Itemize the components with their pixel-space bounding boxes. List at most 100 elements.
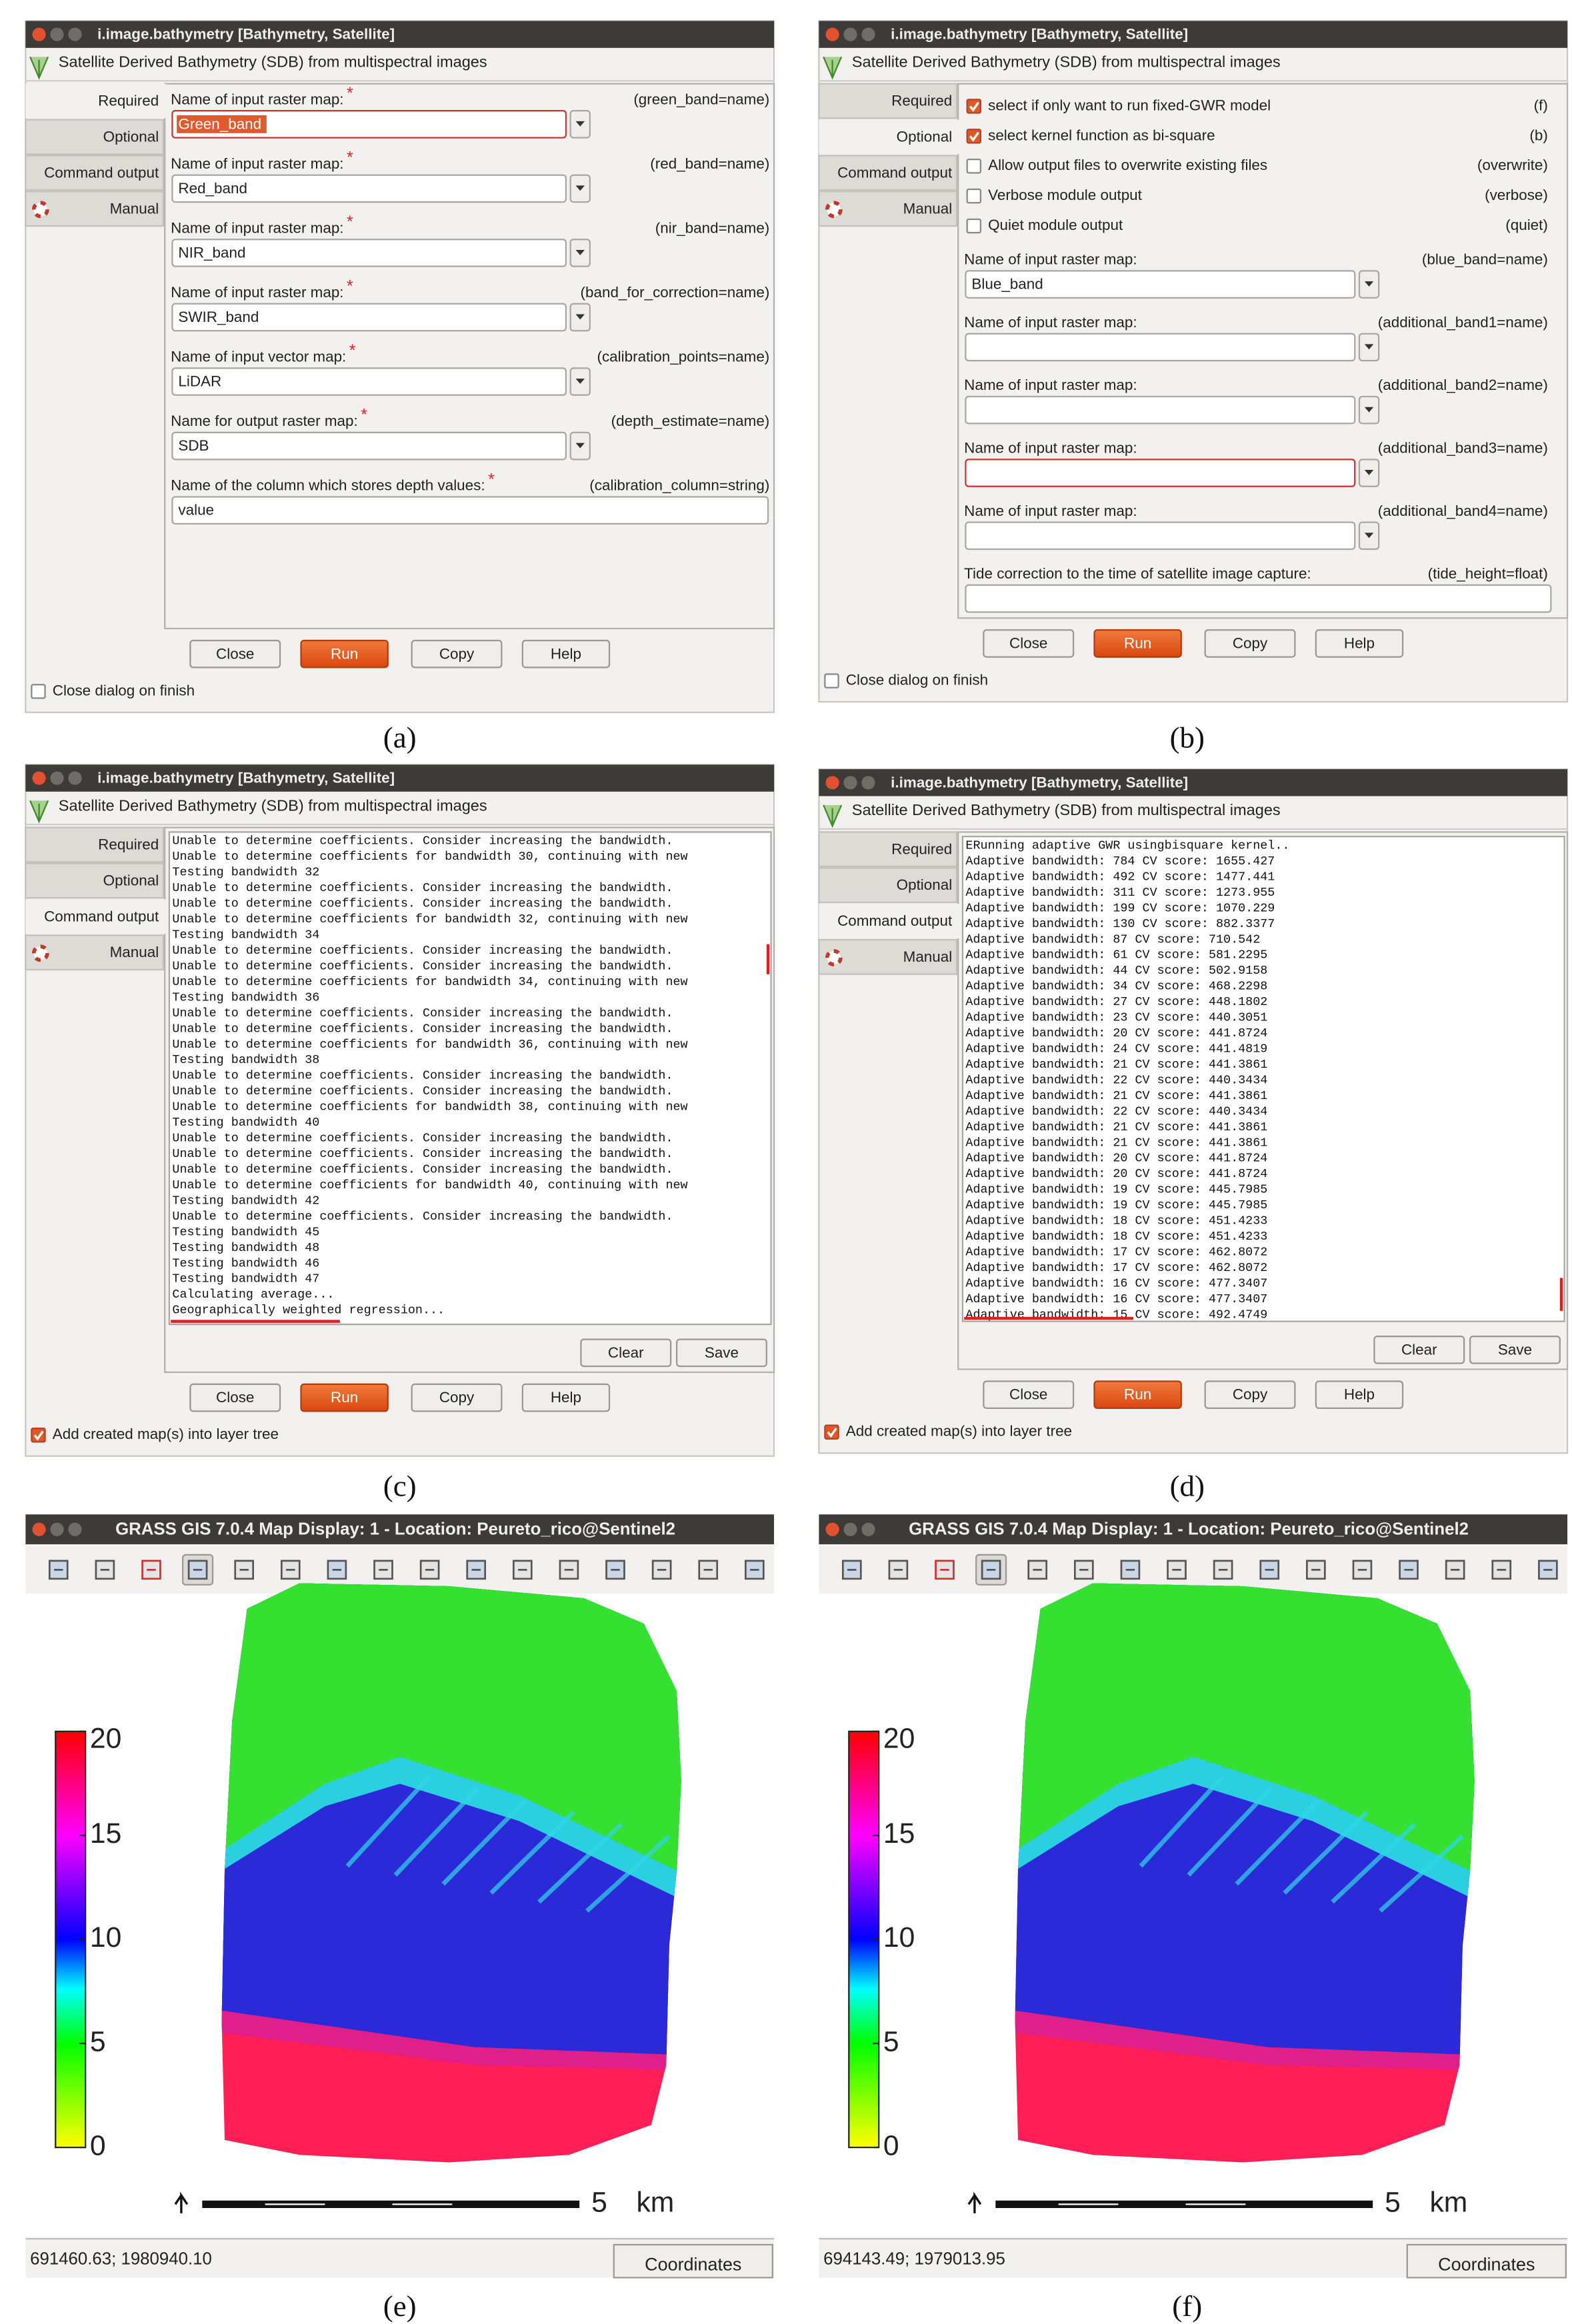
- tab[interactable]: [25, 83, 167, 119]
- maximize-window-button[interactable]: [861, 27, 875, 41]
- maximize-window-button[interactable]: [861, 1522, 875, 1536]
- button[interactable]: Help: [521, 639, 611, 668]
- text-input[interactable]: [171, 174, 567, 203]
- tab[interactable]: [818, 938, 958, 975]
- text-input[interactable]: [965, 395, 1356, 425]
- close-window-button[interactable]: [825, 27, 839, 41]
- minimize-window-button[interactable]: [50, 771, 64, 785]
- run-button[interactable]: Run: [1093, 1380, 1182, 1409]
- maximize-window-button[interactable]: [861, 776, 875, 790]
- button[interactable]: Save: [675, 1338, 767, 1368]
- text-input[interactable]: [171, 303, 567, 332]
- checkbox-label: Close dialog on finish: [53, 682, 195, 698]
- tab[interactable]: [25, 119, 165, 155]
- reef-streak: [1235, 1798, 1321, 1886]
- checkbox[interactable]: [31, 1428, 46, 1443]
- tab[interactable]: [25, 862, 165, 899]
- checkbox[interactable]: [824, 1424, 839, 1440]
- window-title: GRASS GIS 7.0.4 Map Display: 1 - Locatio…: [909, 1520, 1469, 1539]
- checkbox[interactable]: [966, 129, 982, 144]
- button[interactable]: Help: [1315, 629, 1404, 658]
- close-window-button[interactable]: [32, 1522, 46, 1536]
- log-line: Testing bandwidth 34: [172, 928, 319, 942]
- checkbox[interactable]: [966, 159, 982, 174]
- maximize-window-button[interactable]: [68, 27, 82, 41]
- field-param: (red_band=name): [650, 155, 769, 172]
- maximize-window-button[interactable]: [68, 771, 82, 785]
- text-input[interactable]: [171, 496, 769, 525]
- tab[interactable]: [818, 191, 958, 227]
- minimize-window-button[interactable]: [843, 1522, 857, 1536]
- checkbox[interactable]: [824, 673, 839, 688]
- button[interactable]: Close: [983, 1380, 1075, 1409]
- module-dialog: i.image.bathymetry [Bathymetry, Satellit…: [25, 20, 775, 713]
- button[interactable]: Close: [983, 629, 1075, 658]
- button[interactable]: Help: [1315, 1380, 1404, 1409]
- checkbox[interactable]: [966, 218, 982, 234]
- coordinates-readout: 691460.63; 1980940.10: [30, 2249, 212, 2268]
- minimize-window-button[interactable]: [50, 1522, 64, 1536]
- checkbox[interactable]: [966, 188, 982, 204]
- button[interactable]: Copy: [1204, 629, 1296, 658]
- close-window-button[interactable]: [825, 776, 839, 790]
- minimize-window-button[interactable]: [843, 27, 857, 41]
- maximize-window-button[interactable]: [68, 1522, 82, 1536]
- bathymetry-raster: [1015, 1583, 1475, 2163]
- run-button[interactable]: Run: [1093, 629, 1182, 658]
- minimize-window-button[interactable]: [843, 776, 857, 790]
- title-bar: [25, 1514, 775, 1545]
- toolbar-icon: [327, 1560, 347, 1580]
- log-line: Unable to determine coefficients. Consid…: [172, 1132, 673, 1146]
- minimize-window-button[interactable]: [50, 27, 64, 41]
- button[interactable]: Clear: [1373, 1335, 1465, 1364]
- text-input[interactable]: [171, 239, 567, 267]
- tab[interactable]: [818, 155, 958, 191]
- tab[interactable]: [25, 899, 167, 934]
- tab[interactable]: [25, 191, 165, 227]
- field-label: Name of input raster map:: [964, 440, 1137, 457]
- button-label: Run: [331, 1389, 358, 1406]
- tab[interactable]: [818, 867, 958, 904]
- coordinates-button[interactable]: [613, 2243, 773, 2279]
- text-input[interactable]: [965, 521, 1356, 551]
- field-param: (additional_band3=name): [1378, 440, 1548, 457]
- tab-label: Manual: [110, 944, 159, 960]
- text-input[interactable]: [171, 431, 567, 461]
- text-input[interactable]: [965, 584, 1552, 613]
- check-mark: [33, 1430, 44, 1441]
- button[interactable]: Copy: [411, 639, 503, 668]
- close-window-button[interactable]: [32, 771, 46, 785]
- button[interactable]: Close: [189, 1383, 281, 1412]
- text-input[interactable]: [965, 333, 1356, 362]
- button[interactable]: Copy: [1204, 1380, 1296, 1409]
- tab[interactable]: [25, 826, 165, 863]
- text-input[interactable]: [965, 459, 1356, 487]
- tab[interactable]: [25, 934, 165, 971]
- button[interactable]: Clear: [580, 1338, 672, 1368]
- checkbox[interactable]: [966, 99, 982, 114]
- button-label: Run: [1124, 635, 1151, 652]
- required-mark: *: [347, 278, 353, 296]
- text-input[interactable]: [171, 367, 567, 396]
- log-line: Testing bandwidth 47: [172, 1272, 319, 1286]
- tab[interactable]: [25, 155, 165, 191]
- button[interactable]: Close: [189, 639, 281, 668]
- selection: [177, 115, 267, 133]
- field-param: (green_band=name): [633, 91, 769, 107]
- button[interactable]: Save: [1469, 1335, 1561, 1364]
- run-button[interactable]: Run: [300, 1383, 389, 1412]
- coordinates-button[interactable]: [1406, 2243, 1567, 2279]
- button[interactable]: Help: [521, 1383, 611, 1412]
- run-button[interactable]: Run: [300, 639, 389, 668]
- text-input[interactable]: [171, 110, 567, 139]
- tab[interactable]: [819, 119, 960, 155]
- checkbox[interactable]: [31, 684, 46, 699]
- tab[interactable]: [819, 904, 960, 938]
- button[interactable]: Copy: [411, 1383, 503, 1412]
- close-window-button[interactable]: [32, 27, 46, 41]
- toolbar-icon: [651, 1560, 672, 1580]
- close-window-button[interactable]: [825, 1522, 839, 1536]
- tab[interactable]: [818, 831, 958, 868]
- text-input[interactable]: [965, 270, 1356, 299]
- tab[interactable]: [818, 83, 958, 119]
